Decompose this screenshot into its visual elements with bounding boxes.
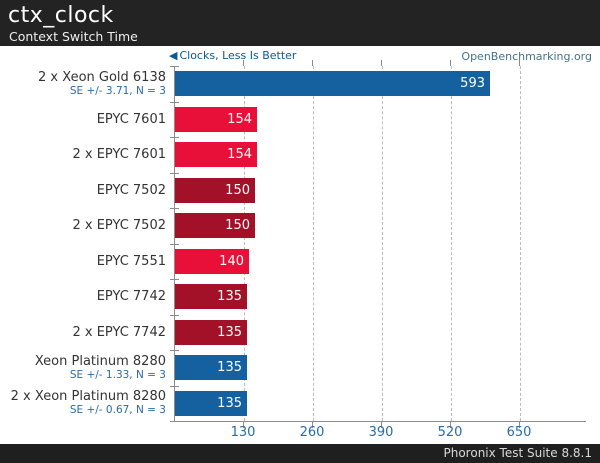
- row-se-label: SE +/- 0.67, N = 3: [69, 404, 166, 417]
- row-label: EPYC 7601: [0, 102, 170, 138]
- row-se-label: SE +/- 1.33, N = 3: [69, 368, 166, 381]
- axis-tick-left: [170, 421, 179, 422]
- row-label: Xeon Platinum 8280 SE +/- 1.33, N = 3: [0, 350, 170, 386]
- axis-tick-left: [170, 173, 179, 174]
- row-cpu-name: 2 x Xeon Gold 6138: [38, 69, 166, 85]
- axis-tick-top: [312, 60, 313, 66]
- bar-value-label: 150: [225, 182, 250, 198]
- axis-tick-left: [170, 66, 179, 67]
- axis-tick-left: [170, 102, 179, 103]
- row-cpu-name: 2 x Xeon Platinum 8280: [10, 389, 166, 405]
- axis-tick-top: [519, 60, 520, 66]
- row-label: 2 x Xeon Platinum 8280 SE +/- 0.67, N = 3: [0, 386, 170, 422]
- footer-bar: Phoronix Test Suite 8.8.1: [0, 444, 600, 463]
- axis-direction-legend: ◀ Clocks, Less Is Better: [169, 49, 296, 62]
- bar: 135: [175, 319, 247, 345]
- x-tick-label: 650: [506, 425, 532, 440]
- bar-value-label: 135: [217, 395, 242, 411]
- arrow-left-icon: ◀: [169, 49, 178, 62]
- bar: 135: [175, 284, 247, 310]
- gridline: [382, 66, 383, 421]
- bar-value-label: 135: [217, 289, 242, 305]
- x-tick-label: 390: [368, 425, 394, 440]
- row-label: EPYC 7551: [0, 244, 170, 280]
- chart-header: ctx_clock Context Switch Time: [0, 0, 600, 46]
- gridline: [451, 66, 452, 421]
- axis-tick-bottom: [243, 422, 244, 428]
- axis-tick-left: [170, 350, 179, 351]
- axis-tick-left: [170, 279, 179, 280]
- row-cpu-name: 2 x EPYC 7742: [72, 324, 166, 340]
- x-tick-label: 130: [230, 425, 256, 440]
- row-se-label: SE +/- 3.71, N = 3: [69, 84, 166, 97]
- row-cpu-name: 2 x EPYC 7502: [72, 218, 166, 234]
- bar: 154: [175, 106, 257, 132]
- bar-value-label: 135: [217, 324, 242, 340]
- bar-value-label: 150: [225, 218, 250, 234]
- axis-tick-bottom: [450, 422, 451, 428]
- gridline: [313, 66, 314, 421]
- row-label: 2 x EPYC 7601: [0, 137, 170, 173]
- bar: 150: [175, 177, 255, 203]
- gridline: [520, 66, 521, 421]
- bar: 135: [175, 390, 247, 416]
- row-label: EPYC 7742: [0, 279, 170, 315]
- row-cpu-name: 2 x EPYC 7601: [72, 147, 166, 163]
- axis-tick-bottom: [519, 422, 520, 428]
- row-cpu-name: EPYC 7601: [96, 111, 166, 127]
- axis-tick-bottom: [312, 422, 313, 428]
- footer-version-label: Phoronix Test Suite 8.8.1: [443, 446, 593, 460]
- row-label: EPYC 7502: [0, 173, 170, 209]
- axis-tick-top: [243, 60, 244, 66]
- bar: 593: [175, 71, 490, 97]
- bar-value-label: 154: [227, 147, 252, 163]
- row-cpu-name: EPYC 7551: [96, 253, 166, 269]
- row-cpu-name: Xeon Platinum 8280: [34, 353, 166, 369]
- axis-tick-top: [381, 60, 382, 66]
- axis-tick-bottom: [381, 422, 382, 428]
- row-label: 2 x EPYC 7502: [0, 208, 170, 244]
- axis-tick-left: [170, 315, 179, 316]
- page-title: ctx_clock: [8, 3, 114, 28]
- gridline: [244, 66, 245, 421]
- row-cpu-name: EPYC 7502: [96, 182, 166, 198]
- bar: 135: [175, 355, 247, 381]
- bar: 140: [175, 248, 249, 274]
- chart-subtitle: Context Switch Time: [9, 29, 138, 44]
- bar: 154: [175, 142, 257, 168]
- axis-tick-left: [170, 386, 179, 387]
- bar-value-label: 154: [227, 111, 252, 127]
- bar: 150: [175, 213, 255, 239]
- bar-value-label: 593: [460, 76, 485, 92]
- bar-value-label: 140: [219, 253, 244, 269]
- bar-value-label: 135: [217, 360, 242, 376]
- axis-tick-left: [170, 244, 179, 245]
- axis-tick-left: [170, 137, 179, 138]
- row-label: 2 x Xeon Gold 6138 SE +/- 3.71, N = 3: [0, 66, 170, 102]
- row-cpu-name: EPYC 7742: [96, 289, 166, 305]
- axis-tick-top: [450, 60, 451, 66]
- axis-tick-left: [170, 208, 179, 209]
- legend-label: Clocks, Less Is Better: [179, 49, 297, 62]
- openbenchmarking-watermark: OpenBenchmarking.org: [461, 50, 592, 63]
- x-tick-label: 520: [437, 425, 463, 440]
- x-tick-label: 260: [299, 425, 325, 440]
- row-label: 2 x EPYC 7742: [0, 315, 170, 351]
